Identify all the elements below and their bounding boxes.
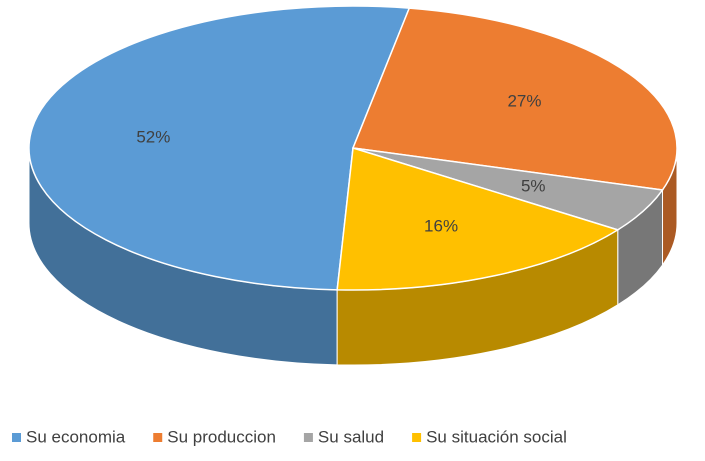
slice [336,147,620,291]
legend-label: Su economia [26,427,126,446]
legend-label: Su situación social [426,427,567,446]
legend-swatch [153,433,163,442]
legend-swatch [303,433,313,442]
data-label: 27% [507,92,541,111]
legend-label: Su salud [318,427,384,446]
legend-label: Su produccion [167,427,276,446]
data-label: 52% [136,128,170,147]
data-label: 16% [424,217,458,236]
legend: Su economia Su produccion Su salud Su situa… [12,427,567,446]
slice [28,5,411,291]
slice [351,7,678,191]
legend-swatch [412,433,422,442]
data-label: 5% [521,176,546,195]
legend-swatch [12,433,21,442]
